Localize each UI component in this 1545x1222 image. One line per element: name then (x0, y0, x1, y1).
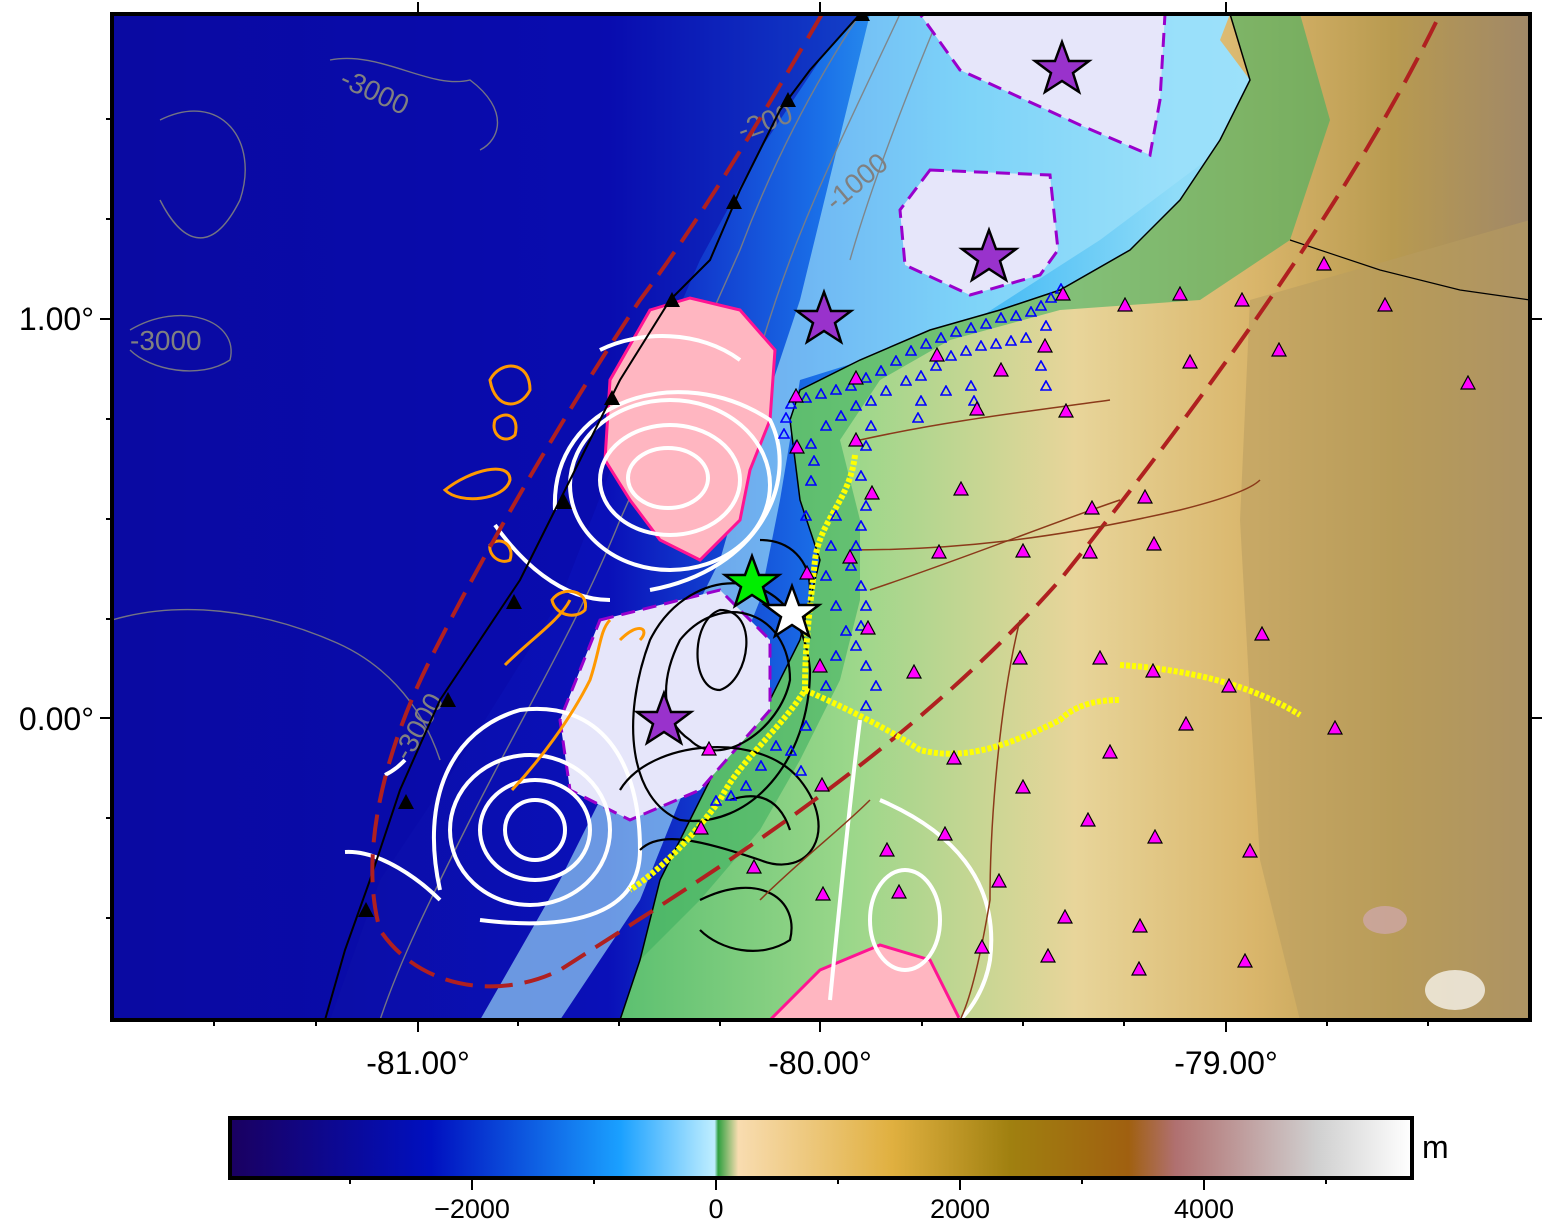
dashed-boundaries (370, 14, 1442, 989)
colorbar-unit: m (1422, 1129, 1449, 1165)
subduction-trench (324, 14, 861, 1020)
colorbar-tick-label: 2000 (930, 1194, 990, 1222)
y-axis-labels: 1.00° 0.00° (19, 301, 94, 737)
border-line (1289, 239, 1530, 301)
axis-ticks (100, 2, 1542, 1032)
colorbar-tick-label: −2000 (434, 1194, 510, 1222)
map-panel: -3000 -3000 -1000 -200 -3000 (112, 14, 1530, 1020)
x-tick-label: -79.00° (1174, 1045, 1278, 1081)
aftershock-zone (898, 168, 1060, 297)
star-icon (1031, 38, 1093, 95)
coastal-lowland (640, 14, 1330, 960)
white-contours (344, 334, 994, 1020)
x-axis-labels: -81.00° -80.00° -79.00° (366, 1045, 1278, 1081)
orange-contours (442, 364, 646, 792)
star-icon (721, 552, 783, 609)
star-icon (958, 226, 1020, 283)
deep-trench-region (112, 14, 860, 1020)
volcano-peak (1363, 906, 1407, 934)
volcano-peak (1425, 970, 1485, 1010)
star-icon (761, 582, 823, 639)
y-tick-label: 0.00° (19, 701, 94, 737)
slip-zone (767, 943, 962, 1020)
colorbar-tick-label: 4000 (1174, 1194, 1234, 1222)
colorbar: −2000 0 2000 4000 m (228, 1116, 1449, 1222)
yellow-tracks (628, 454, 1302, 893)
epicenter-stars (633, 38, 1093, 746)
x-tick-label: -80.00° (768, 1045, 872, 1081)
andes-highlands (1240, 220, 1530, 1020)
star-icon (633, 689, 695, 746)
contour-label: -3000 (130, 325, 202, 356)
x-tick-label: -81.00° (366, 1045, 470, 1081)
aftershock-zone (918, 14, 1167, 158)
colorbar-gradient (228, 1116, 1414, 1180)
star-icon (793, 288, 855, 345)
y-tick-label: 1.00° (19, 301, 94, 337)
colorbar-tick-label: 0 (708, 1194, 723, 1222)
